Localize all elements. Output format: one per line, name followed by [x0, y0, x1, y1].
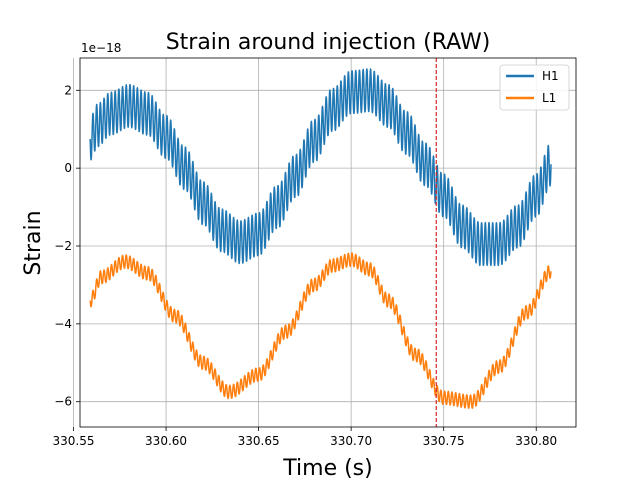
legend-label-l1: L1 [542, 91, 556, 105]
legend-label-h1: H1 [542, 69, 559, 83]
series-line-h1 [89, 68, 552, 267]
series-line-l1 [89, 252, 552, 409]
x-tick-label: 330.70 [330, 434, 372, 448]
chart-title: Strain around injection (RAW) [166, 30, 491, 55]
y-axis-label: Strain [21, 210, 46, 275]
x-tick-label: 330.55 [53, 434, 95, 448]
axes-frame [79, 57, 577, 428]
y-axis-ticks: 2 0 −2 −4 −6 [54, 83, 80, 409]
x-axis-ticks: 330.55 330.60 330.65 330.70 330.75 330.80 [53, 427, 557, 448]
x-tick-label: 330.80 [515, 434, 557, 448]
x-axis-label: Time (s) [282, 456, 372, 480]
legend: H1 L1 [499, 64, 570, 111]
x-tick-label: 330.60 [145, 434, 187, 448]
x-tick-label: 330.75 [423, 434, 465, 448]
y-tick-label: −2 [54, 239, 72, 253]
x-tick-label: 330.65 [238, 434, 280, 448]
y-axis-offset-label: 1e−18 [81, 41, 121, 55]
y-tick-label: −4 [54, 317, 72, 331]
y-tick-label: 2 [64, 83, 72, 97]
y-tick-label: 0 [64, 161, 72, 175]
plot-area [89, 58, 552, 427]
y-tick-label: −6 [54, 395, 72, 409]
